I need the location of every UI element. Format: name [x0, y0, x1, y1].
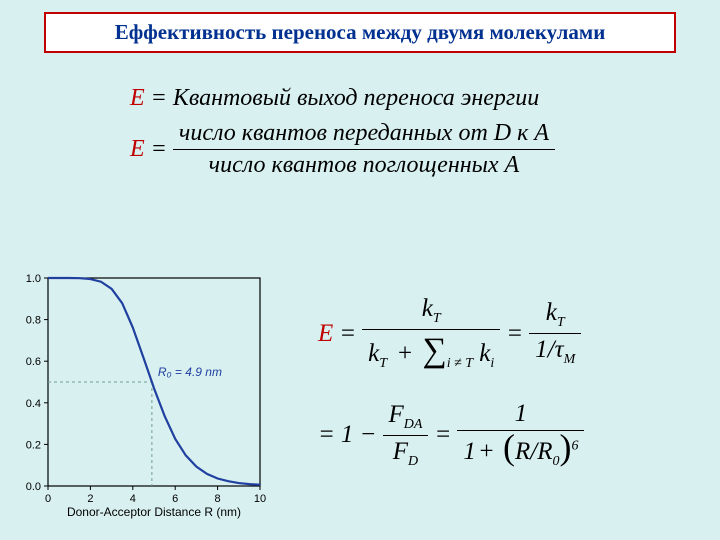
frac-kt-over-tau: kT 1/τM: [529, 299, 581, 368]
num-kt: kT: [362, 295, 500, 330]
fraction-numerator: число квантов переданных от D к A: [173, 120, 555, 150]
svg-text:8: 8: [215, 493, 221, 505]
svg-text:0.6: 0.6: [26, 356, 41, 368]
eq-sign-2: =: [506, 320, 523, 348]
svg-text:Donor-Acceptor Distance R (nm): Donor-Acceptor Distance R (nm): [67, 505, 241, 519]
svg-text:0.0: 0.0: [26, 481, 41, 493]
frac-fda-fd: FDA FD: [383, 401, 429, 470]
eq-sign: =: [339, 320, 356, 348]
efficiency-formulas: E = kT kT + ∑i ≠ T ki = kT 1/τM = 1 − FD…: [315, 295, 587, 498]
den-kt-sum: kT + ∑i ≠ T ki: [362, 330, 500, 372]
definition-block: E = Квантовый выход переноса энергии E =…: [130, 85, 555, 179]
den-1-over-tau: 1/τM: [529, 334, 581, 368]
frac-1-over-rr06: 1 1+ (R/R0)6: [457, 400, 584, 470]
svg-text:0: 0: [45, 493, 51, 505]
svg-text:6: 6: [172, 493, 178, 505]
den-1-plus-rr06: 1+ (R/R0)6: [457, 431, 584, 470]
definition-text: Квантовый выход переноса энергии: [173, 85, 539, 111]
num-fda: FDA: [383, 401, 429, 436]
eq-line-2: E = число квантов переданных от D к A чи…: [130, 120, 555, 179]
svg-text:4: 4: [130, 493, 136, 505]
symbol-E: E: [130, 85, 145, 111]
symbol-E-2: E: [130, 136, 145, 163]
symbol-E-3: E: [318, 320, 333, 348]
svg-text:0.8: 0.8: [26, 315, 41, 327]
svg-text:0.4: 0.4: [26, 398, 41, 410]
efficiency-chart: 0.0 0.2 0.4 0.6 0.8 1.0 0 2 4 6 8 10 Donor-Acceptor …: [10, 270, 270, 520]
equals-sign-2: =: [151, 136, 167, 163]
definition-fraction: число квантов переданных от D к A число …: [173, 120, 555, 179]
formula-row-2: = 1 − FDA FD = 1 1+ (R/R0)6: [315, 400, 587, 470]
equals-sign: =: [151, 85, 173, 111]
eq-sign-3: =: [318, 421, 335, 449]
svg-text:2: 2: [87, 493, 93, 505]
one-minus: 1 −: [341, 421, 377, 449]
svg-text:R₀ = 4.9 nm: R₀ = 4.9 nm: [158, 365, 222, 379]
num-kt-2: kT: [529, 299, 581, 334]
eq-line-1: E = Квантовый выход переноса энергии: [130, 85, 555, 112]
svg-text:10: 10: [254, 493, 266, 505]
svg-text:0.2: 0.2: [26, 439, 41, 451]
fraction-denominator: число квантов поглощенных A: [173, 150, 555, 179]
eq-sign-4: =: [434, 421, 451, 449]
svg-text:1.0: 1.0: [26, 273, 41, 285]
slide-title: Еффективность переноса между двумя молек…: [44, 12, 676, 53]
frac-kt-over-sum: kT kT + ∑i ≠ T ki: [362, 295, 500, 372]
formula-row-1: E = kT kT + ∑i ≠ T ki = kT 1/τM: [315, 295, 587, 372]
den-fd: FD: [383, 436, 429, 470]
